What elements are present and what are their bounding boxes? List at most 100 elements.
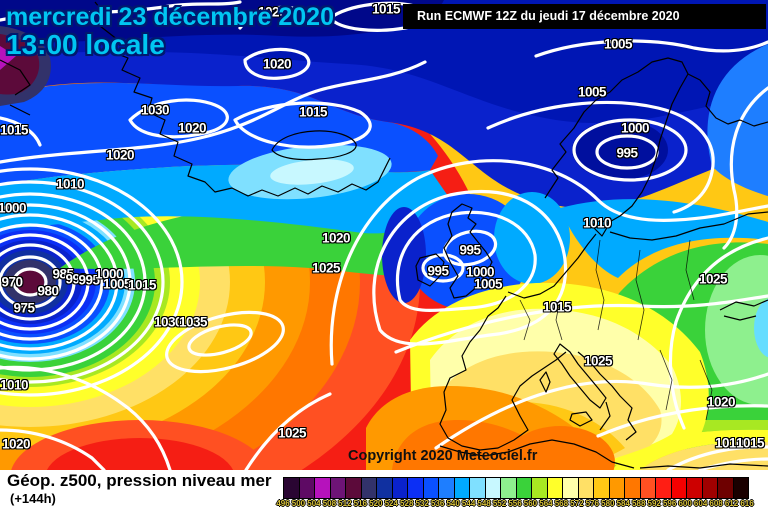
legend-value: 512 — [338, 499, 352, 508]
pressure-label: 995 — [459, 242, 481, 258]
legend-value: 520 — [369, 499, 383, 508]
legend-value: 516 — [353, 499, 368, 508]
legend-value: 544 — [461, 499, 476, 508]
pressure-label: 1000 — [94, 266, 124, 282]
legend-value: 532 — [415, 499, 429, 508]
legend-swatch — [593, 478, 609, 498]
legend-swatch — [546, 478, 562, 498]
legend-swatch — [376, 478, 392, 498]
pressure-label: 1025 — [311, 260, 341, 276]
pressure-label: 995 — [78, 272, 100, 288]
legend-value: 560 — [523, 499, 538, 508]
pressure-label: 1005 — [603, 36, 633, 52]
coastlines — [0, 1, 768, 469]
legend-swatch — [670, 478, 686, 498]
pressure-label: 1000 — [465, 264, 495, 280]
pressure-label: 1020 — [257, 4, 287, 20]
pressure-label: 1010 — [714, 435, 744, 451]
legend-value: 616 — [740, 499, 754, 508]
isobars — [0, 0, 768, 470]
pressure-label: 1020 — [177, 120, 207, 136]
legend-swatch — [624, 478, 640, 498]
legend-value: 500 — [291, 499, 306, 508]
legend-swatch — [732, 478, 748, 498]
legend-value: 528 — [400, 499, 414, 508]
pressure-label: 985 — [52, 266, 74, 282]
pressure-label: 1020 — [321, 230, 351, 246]
legend-value: 540 — [446, 499, 460, 508]
legend-value: 596 — [662, 499, 677, 508]
legend-swatch — [345, 478, 361, 498]
pressure-label: 1015 — [0, 122, 29, 138]
pressure-label: 1015 — [127, 277, 157, 293]
legend-value: 608 — [709, 499, 723, 508]
legend-swatch — [577, 478, 593, 498]
legend-value: 548 — [477, 499, 491, 508]
pressure-label: 1025 — [583, 353, 613, 369]
legend-value: 572 — [570, 499, 584, 508]
pressure-label: 1005 — [102, 276, 132, 292]
pressure-label: 980 — [37, 283, 59, 299]
weather-map: 970 975 980 985 990 995 1000 1005 1015 1030 1035 10… — [0, 0, 768, 470]
legend-value: 568 — [554, 499, 569, 508]
legend-swatch — [701, 478, 717, 498]
legend-value: 588 — [632, 499, 646, 508]
legend-swatch — [608, 478, 624, 498]
pressure-label: 1010 — [55, 176, 85, 192]
legend-value: 612 — [724, 499, 739, 508]
legend-swatch — [391, 478, 407, 498]
pressure-label: 990 — [65, 271, 87, 287]
valid-date-line1: mercredi 23 décembre 2020 — [6, 3, 334, 31]
legend-swatch — [531, 478, 547, 498]
pressure-label: 1015 — [735, 435, 765, 451]
legend-value: 504 — [307, 499, 321, 508]
weather-map-svg — [0, 0, 768, 470]
legend-swatch — [407, 478, 423, 498]
legend-swatch — [438, 478, 454, 498]
pressure-label: 975 — [13, 300, 35, 316]
legend-swatch — [484, 478, 500, 498]
legend-value: 576 — [585, 499, 600, 508]
pressure-label: 1025 — [277, 425, 307, 441]
legend-value: 508 — [322, 499, 337, 508]
pressure-label: 1010 — [582, 215, 612, 231]
pressure-label: 1020 — [262, 56, 292, 72]
legend-value: 600 — [678, 499, 692, 508]
pressure-label: 995 — [616, 145, 638, 161]
footer-bar: Géop. z500, pression niveau mer (+144h) … — [0, 470, 768, 512]
legend-value: 604 — [693, 499, 708, 508]
legend-swatch — [515, 478, 531, 498]
legend-swatch — [284, 478, 299, 498]
legend-swatch — [639, 478, 655, 498]
pressure-label: 1035 — [178, 314, 208, 330]
legend-swatch — [329, 478, 345, 498]
legend-swatch — [314, 478, 330, 498]
pressure-label: 1020 — [706, 394, 736, 410]
pressure-label: 1030 — [153, 314, 183, 330]
forecast-hour: (+144h) — [10, 491, 56, 506]
pressure-label: 1015 — [371, 1, 401, 17]
pressure-label: 1010 — [0, 377, 29, 393]
legend-swatch — [686, 478, 702, 498]
legend-swatch — [469, 478, 485, 498]
pressure-label: 1000 — [0, 200, 27, 216]
pressure-label: 1005 — [577, 84, 607, 100]
legend-value: 524 — [384, 499, 398, 508]
valid-time-line: 13:00 locale — [6, 29, 165, 60]
legend-color-scale — [283, 477, 749, 499]
legend-value: 592 — [647, 499, 661, 508]
legend-swatch — [422, 478, 438, 498]
legend-value: 556 — [508, 499, 522, 508]
legend-value: 580 — [601, 499, 615, 508]
pressure-label: 995 — [427, 263, 449, 279]
pressure-label: 1000 — [620, 120, 650, 136]
pressure-label: 1030 — [140, 102, 170, 118]
legend-value: 552 — [492, 499, 507, 508]
legend-swatch — [562, 478, 578, 498]
pressure-label: 1020 — [105, 147, 135, 163]
legend-swatch — [655, 478, 671, 498]
legend-swatch — [717, 478, 733, 498]
legend-value: 564 — [539, 499, 553, 508]
pressure-label: 1020 — [1, 436, 31, 452]
chart-title: Géop. z500, pression niveau mer — [7, 471, 272, 490]
